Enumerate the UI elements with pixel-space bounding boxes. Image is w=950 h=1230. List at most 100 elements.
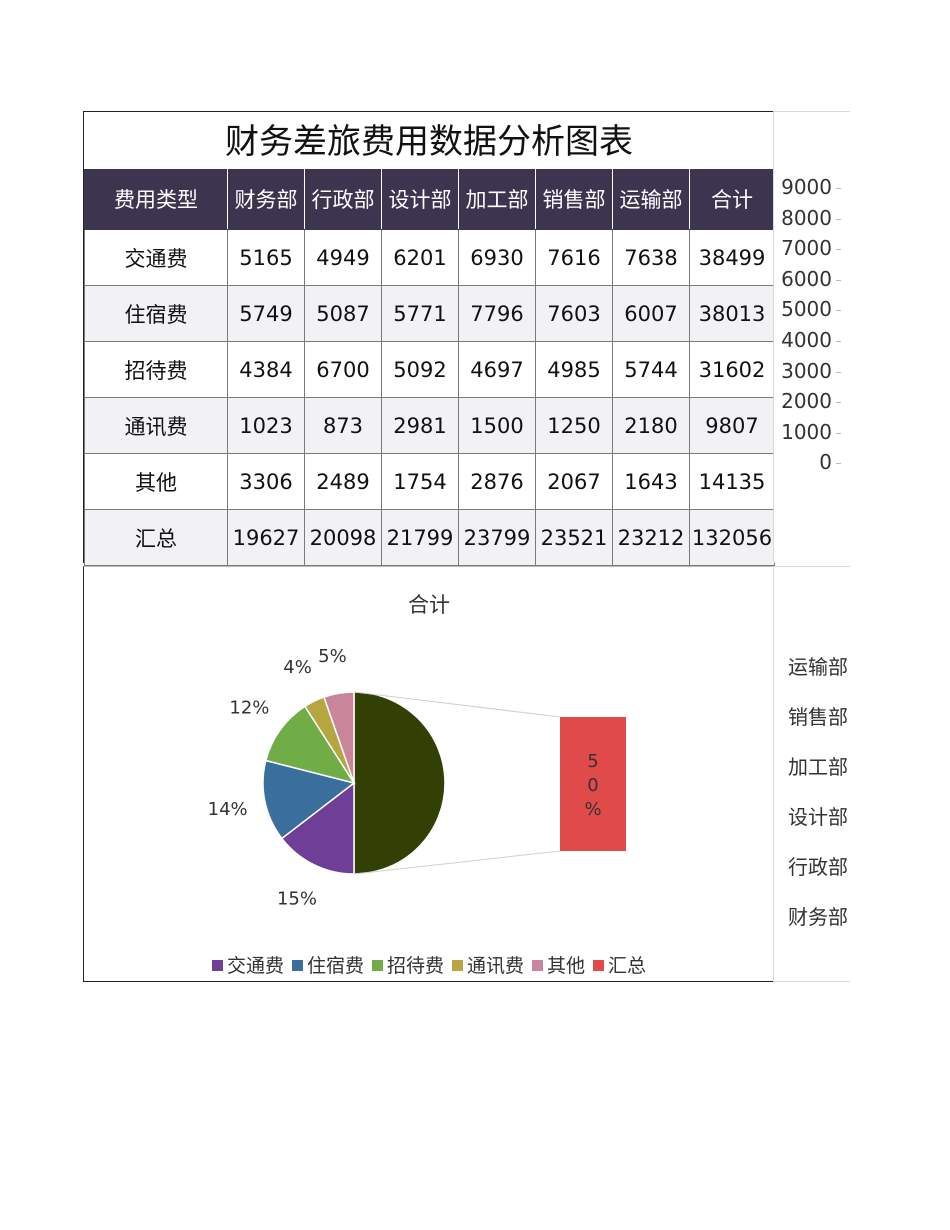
table-row: 通讯费 1023 873 2981 1500 1250 2180 9807: [84, 397, 775, 454]
header-cell[interactable]: 财务部: [227, 168, 305, 230]
table-cell[interactable]: 5165: [227, 229, 305, 286]
table-cell[interactable]: 5744: [612, 341, 690, 398]
row-label-cell[interactable]: 通讯费: [84, 397, 228, 454]
pie-chart: 15% 14% 12% 4% 5% 5 0%: [208, 646, 626, 910]
table-cell[interactable]: 7616: [535, 229, 613, 286]
y-tick-label: 5000: [781, 297, 832, 322]
y-tick-mark: [836, 218, 841, 220]
table-row: 汇总 19627 20098 21799 23799 23521 23212 132056: [84, 509, 775, 566]
table-cell[interactable]: 2180: [612, 397, 690, 454]
pie-slice[interactable]: [323, 691, 355, 784]
table-cell[interactable]: 4697: [458, 341, 536, 398]
table-cell[interactable]: 6007: [612, 285, 690, 342]
expense-table: 费用类型 财务部 行政部 设计部 加工部 销售部 运输部 合计 交通费 5165 4…: [84, 168, 775, 566]
category-label: 销售部: [788, 705, 848, 729]
table-cell[interactable]: 31602: [689, 341, 775, 398]
y-tick-label: 3000: [781, 358, 832, 383]
row-label-cell[interactable]: 招待费: [84, 341, 228, 398]
pie-data-label: 15%: [277, 889, 317, 910]
category-axis-panel: 运输部 销售部 加工部 设计部 行政部 财务部: [773, 566, 850, 982]
header-cell[interactable]: 设计部: [381, 168, 459, 230]
y-tick-mark: [836, 432, 841, 434]
pie-slice[interactable]: [280, 781, 355, 875]
table-cell[interactable]: 38013: [689, 285, 775, 342]
table-cell[interactable]: 3306: [227, 453, 305, 510]
table-cell[interactable]: 1023: [227, 397, 305, 454]
header-cell[interactable]: 运输部: [612, 168, 690, 230]
table-cell[interactable]: 7796: [458, 285, 536, 342]
table-cell[interactable]: 5092: [381, 341, 459, 398]
legend-swatch: [371, 960, 383, 971]
table-cell[interactable]: 1500: [458, 397, 536, 454]
row-label-cell[interactable]: 住宿费: [84, 285, 228, 342]
legend-item[interactable]: 其他: [532, 951, 585, 978]
table-cell[interactable]: 20098: [304, 509, 382, 566]
table-cell[interactable]: 7603: [535, 285, 613, 342]
table-cell[interactable]: 1250: [535, 397, 613, 454]
table-cell[interactable]: 1643: [612, 453, 690, 510]
y-tick-label: 4000: [781, 328, 832, 352]
category-label: 加工部: [788, 755, 848, 779]
table-cell[interactable]: 5771: [381, 285, 459, 342]
table-cell[interactable]: 14135: [689, 453, 775, 510]
legend-item[interactable]: 住宿费: [291, 951, 364, 978]
table-cell[interactable]: 5749: [227, 285, 305, 342]
table-cell[interactable]: 6700: [304, 341, 382, 398]
category-label: 行政部: [788, 855, 848, 879]
table-cell[interactable]: 1754: [381, 453, 459, 510]
table-cell[interactable]: 23799: [458, 509, 536, 566]
table-cell[interactable]: 9807: [689, 397, 775, 454]
header-cell[interactable]: 加工部: [458, 168, 536, 230]
y-tick-mark: [836, 249, 841, 251]
table-cell[interactable]: 6201: [381, 229, 459, 286]
table-cell[interactable]: 4985: [535, 341, 613, 398]
table-cell[interactable]: 6930: [458, 229, 536, 286]
table-cell[interactable]: 2489: [304, 453, 382, 510]
table-cell[interactable]: 4384: [227, 341, 305, 398]
table-cell[interactable]: 132056: [689, 509, 775, 566]
table-cell[interactable]: 7638: [612, 229, 690, 286]
table-cell[interactable]: 19627: [227, 509, 305, 566]
legend-item[interactable]: 汇总: [593, 951, 646, 978]
spreadsheet-area: 财务差旅费用数据分析图表 费用类型 财务部 行政部 设计部 加工部 销售部 运输…: [83, 111, 850, 982]
header-cell[interactable]: 费用类型: [84, 168, 228, 230]
legend-item[interactable]: 交通费: [211, 951, 284, 978]
legend-label: 汇总: [608, 955, 647, 977]
table-cell[interactable]: 2981: [381, 397, 459, 454]
header-cell[interactable]: 销售部: [535, 168, 613, 230]
legend-label: 交通费: [226, 955, 284, 977]
table-cell[interactable]: 2067: [535, 453, 613, 510]
bar-chart-axis-panel: 9000 8000 7000 6000 5000 4000 3000 2000 1000 0: [773, 111, 850, 563]
table-cell[interactable]: 38499: [689, 229, 775, 286]
secondary-bar-segment[interactable]: [560, 717, 626, 851]
table-row: 招待费 4384 6700 5092 4697 4985 5744 31602: [84, 341, 775, 398]
header-cell[interactable]: 行政部: [304, 168, 382, 230]
row-label-cell[interactable]: 其他: [84, 453, 228, 510]
secondary-bar-label: 5 0%: [584, 751, 601, 820]
legend-swatch: [532, 960, 544, 971]
chart-legend: 交通费 住宿费 招待费 通讯费 其他 汇总: [84, 951, 774, 978]
pie-slice[interactable]: [262, 759, 356, 840]
row-label-cell[interactable]: 交通费: [84, 229, 228, 286]
y-tick-mark: [836, 188, 841, 189]
pie-slice[interactable]: [264, 705, 356, 785]
table-cell[interactable]: 23521: [535, 509, 613, 566]
legend-swatch: [211, 960, 223, 971]
table-cell[interactable]: 5087: [304, 285, 382, 342]
category-label: 设计部: [788, 805, 848, 829]
table-cell[interactable]: 4949: [304, 229, 382, 286]
table-cell[interactable]: 2876: [458, 453, 536, 510]
pie-slice-combined[interactable]: [353, 691, 446, 875]
table-cell[interactable]: 21799: [381, 509, 459, 566]
table-cell[interactable]: 873: [304, 397, 382, 454]
header-cell[interactable]: 合计: [689, 168, 775, 230]
table-cell[interactable]: 23212: [612, 509, 690, 566]
legend-item[interactable]: 招待费: [371, 951, 444, 978]
y-tick-label: 6000: [781, 266, 832, 291]
pie-data-label: 12%: [229, 697, 269, 718]
legend-item[interactable]: 通讯费: [452, 951, 524, 978]
pie-chart-panel[interactable]: 合计 15% 14% 12% 4% 5% 5 0% 交通费 住宿费 招待费 通讯费 其他 汇总: [83, 566, 773, 982]
legend-swatch: [452, 960, 463, 971]
data-panel: 财务差旅费用数据分析图表 费用类型 财务部 行政部 设计部 加工部 销售部 运输…: [83, 111, 775, 566]
row-label-cell[interactable]: 汇总: [84, 509, 228, 566]
